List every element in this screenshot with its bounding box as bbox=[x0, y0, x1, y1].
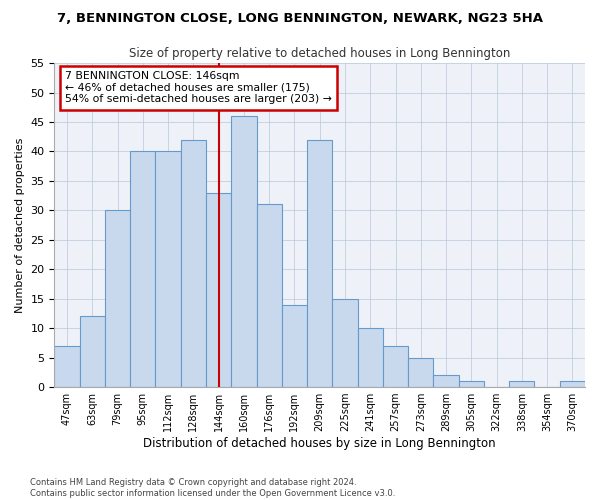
Bar bbox=[509, 381, 535, 387]
Bar bbox=[458, 381, 484, 387]
Bar bbox=[408, 358, 433, 387]
Bar bbox=[307, 140, 332, 387]
Title: Size of property relative to detached houses in Long Bennington: Size of property relative to detached ho… bbox=[129, 48, 511, 60]
Bar bbox=[560, 381, 585, 387]
Y-axis label: Number of detached properties: Number of detached properties bbox=[15, 138, 25, 313]
Bar bbox=[332, 298, 358, 387]
Text: 7, BENNINGTON CLOSE, LONG BENNINGTON, NEWARK, NG23 5HA: 7, BENNINGTON CLOSE, LONG BENNINGTON, NE… bbox=[57, 12, 543, 26]
Bar bbox=[105, 210, 130, 387]
Bar bbox=[55, 346, 80, 387]
Bar bbox=[206, 192, 231, 387]
Bar bbox=[257, 204, 282, 387]
Text: 7 BENNINGTON CLOSE: 146sqm
← 46% of detached houses are smaller (175)
54% of sem: 7 BENNINGTON CLOSE: 146sqm ← 46% of deta… bbox=[65, 71, 332, 104]
Bar bbox=[433, 376, 458, 387]
Bar bbox=[155, 152, 181, 387]
Bar bbox=[80, 316, 105, 387]
Bar bbox=[231, 116, 257, 387]
Bar bbox=[358, 328, 383, 387]
X-axis label: Distribution of detached houses by size in Long Bennington: Distribution of detached houses by size … bbox=[143, 437, 496, 450]
Bar bbox=[130, 152, 155, 387]
Bar bbox=[282, 304, 307, 387]
Bar bbox=[181, 140, 206, 387]
Bar bbox=[383, 346, 408, 387]
Text: Contains HM Land Registry data © Crown copyright and database right 2024.
Contai: Contains HM Land Registry data © Crown c… bbox=[30, 478, 395, 498]
